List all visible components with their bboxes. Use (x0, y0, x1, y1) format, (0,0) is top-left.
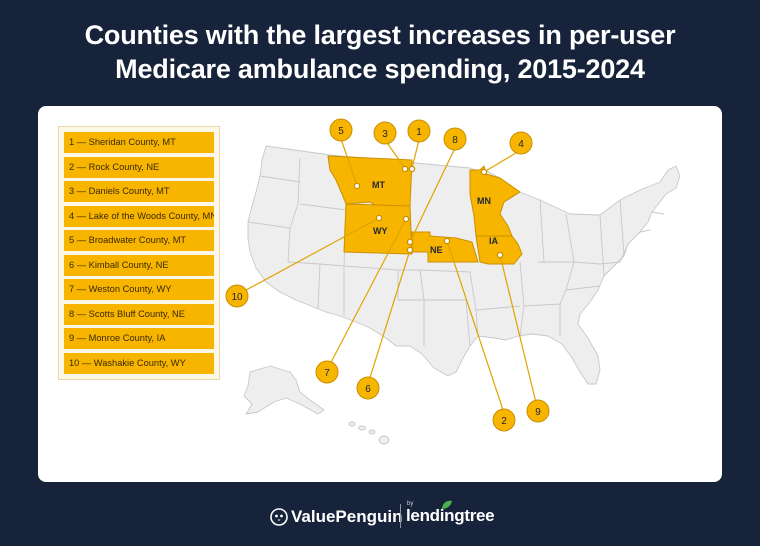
county-dot-4 (480, 168, 488, 176)
county-dot-10 (375, 214, 383, 222)
legend-item-10: 10 — Washakie County, WY (64, 352, 214, 374)
marker-circle-4[interactable] (509, 131, 533, 155)
leader-line-1 (411, 139, 420, 169)
alaska-shape (243, 365, 325, 415)
marker-circle-5[interactable] (329, 118, 353, 142)
highlighted-states (327, 155, 523, 265)
legend-item-5: 5 — Broadwater County, MT (64, 230, 214, 251)
marker-label-8: 8 (452, 135, 458, 146)
leader-line-6 (367, 249, 411, 385)
marker-circle-8[interactable] (443, 127, 467, 151)
page-title: Counties with the largest increases in p… (0, 18, 760, 86)
state-label-mt: MT (372, 180, 385, 190)
marker-label-2: 2 (501, 416, 507, 427)
leader-line-2 (446, 240, 505, 414)
legend-item-7: 7 — Weston County, WY (64, 279, 214, 300)
county-dot-3 (401, 165, 409, 173)
base-states (243, 145, 681, 445)
legend-item-4: 4 — Lake of the Woods County, MN (64, 205, 214, 227)
state-mn-shape (469, 165, 521, 237)
us-map: MT WY NE MN IA (225, 118, 681, 445)
leaf-icon (442, 500, 452, 509)
state-ne-shape (411, 231, 479, 263)
state-label-mn: MN (477, 196, 491, 206)
marker-label-10: 10 (231, 292, 243, 303)
marker-label-4: 4 (518, 139, 524, 150)
county-dot-9 (496, 251, 504, 259)
state-mt-shape (327, 155, 413, 207)
marker-circle-7[interactable] (315, 360, 339, 384)
leader-line-9 (499, 254, 539, 412)
marker-label-7: 7 (324, 368, 330, 379)
legend-item-6: 6 — Kimball County, NE (64, 254, 214, 276)
map-card: MT WY NE MN IA (38, 106, 722, 482)
legend-item-2: 2 — Rock County, NE (64, 156, 214, 178)
legend-item-3: 3 — Daniels County, MT (64, 181, 214, 202)
marker-label-1: 1 (416, 127, 422, 138)
leader-line-8 (409, 147, 456, 243)
footer-divider (400, 504, 401, 528)
county-legend: 1 — Sheridan County, MT 2 — Rock County,… (58, 126, 220, 380)
lendingtree-logo-text[interactable]: lendingtree (406, 506, 495, 525)
marker-label-9: 9 (535, 407, 541, 418)
county-dot-8 (406, 238, 414, 246)
state-label-ne: NE (430, 245, 443, 255)
marker-circle-6[interactable] (356, 376, 380, 400)
legend-item-1: 1 — Sheridan County, MT (64, 132, 214, 153)
penguin-logo-icon (270, 508, 288, 526)
state-label-ia: IA (489, 236, 499, 246)
marker-circle-3[interactable] (373, 121, 397, 145)
valuepenguin-logo-text[interactable]: ValuePenguin (291, 507, 403, 526)
state-ia-shape (475, 235, 523, 265)
title-line-2: Medicare ambulance spending, 2015-2024 (115, 54, 645, 84)
legend-item-8: 8 — Scotts Bluff County, NE (64, 303, 214, 325)
county-dot-6 (406, 246, 414, 254)
title-line-1: Counties with the largest increases in p… (84, 20, 676, 50)
footer-branding: ValuePenguin by lendingtree (0, 500, 760, 534)
county-dot-5 (353, 182, 361, 190)
county-dot-1 (408, 165, 416, 173)
state-borders (247, 157, 665, 347)
contiguous-us-shape (247, 145, 681, 385)
county-dot-7 (402, 215, 410, 223)
legend-item-9: 9 — Monroe County, IA (64, 328, 214, 349)
marker-circle-2[interactable] (492, 408, 516, 432)
leader-line-4 (483, 149, 522, 173)
marker-circle-9[interactable] (526, 399, 550, 423)
marker-label-5: 5 (338, 126, 344, 137)
marker-label-3: 3 (382, 129, 388, 140)
marker-circle-10[interactable] (225, 284, 249, 308)
marker-label-6: 6 (365, 384, 371, 395)
county-dot-2 (443, 237, 451, 245)
leader-line-7 (326, 218, 407, 371)
leader-line-10 (236, 217, 380, 296)
hawaii-shape (348, 421, 390, 445)
state-label-wy: WY (373, 226, 388, 236)
leader-line-3 (384, 139, 406, 169)
marker-circle-1[interactable] (407, 119, 431, 143)
leader-line-5 (340, 138, 358, 186)
footer-by-text: by (407, 501, 414, 507)
